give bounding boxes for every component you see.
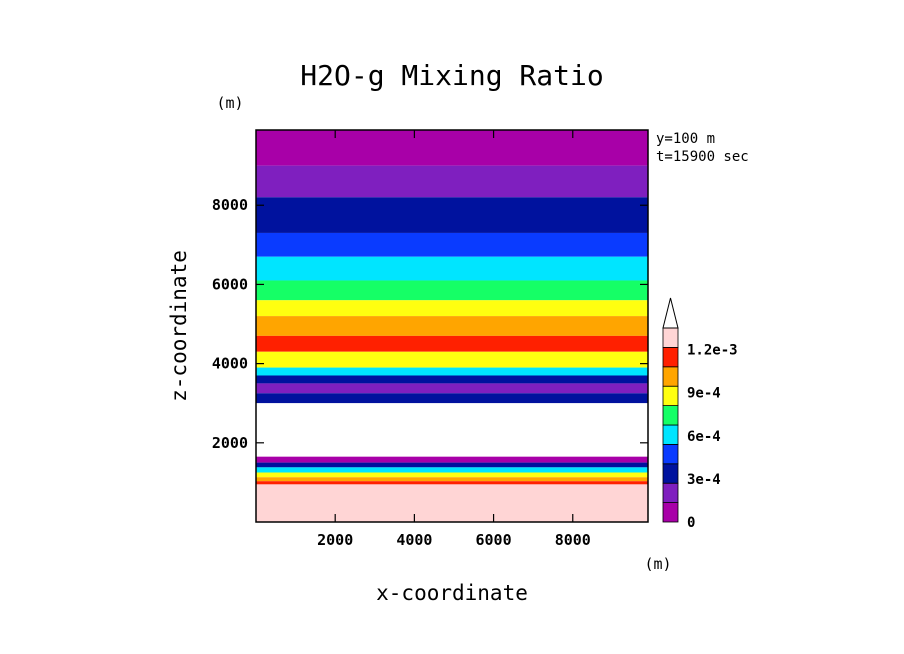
contour-band-13 (256, 393, 648, 404)
colorbar-overflow-arrow (662, 297, 679, 329)
contour-band-14 (256, 403, 648, 457)
contour-band-17 (256, 467, 648, 473)
contour-band-4 (256, 256, 648, 281)
contour-band-21 (256, 484, 648, 522)
x-axis-label: x-coordinate (376, 581, 528, 605)
contour-band-10 (256, 367, 648, 376)
contour-band-18 (256, 472, 648, 478)
y-tick-label-3: 8000 (212, 196, 248, 214)
colorbar: 0 3e-4 6e-4 9e-4 1.2e-3 (662, 297, 738, 531)
y-axis-ticks: 2000 4000 6000 8000 (212, 196, 648, 452)
contour-band-5 (256, 280, 648, 301)
contour-band-1 (256, 165, 648, 198)
x-unit-label: (m) (644, 555, 671, 573)
colorbar-segment-9 (662, 327, 679, 348)
colorbar-segment-5 (662, 405, 679, 426)
contour-band-12 (256, 383, 648, 394)
y-axis-label: z-coordinate (167, 250, 191, 402)
colorbar-segment-4 (662, 424, 679, 445)
colorbar-segment-6 (662, 385, 679, 407)
contour-band-3 (256, 232, 648, 257)
colorbar-tick-label-0: 0 (687, 515, 695, 531)
y-tick-label-2: 6000 (212, 275, 248, 293)
contour-band-9 (256, 351, 648, 368)
contour-band-6 (256, 300, 648, 317)
colorbar-segment-1 (662, 482, 679, 504)
contour-band-11 (256, 375, 648, 384)
colorbar-segment-0 (662, 502, 679, 523)
colorbar-segment-2 (662, 463, 679, 484)
x-tick-label-3: 8000 (555, 531, 591, 549)
annotation-y: y=100 m (656, 131, 715, 147)
annotation-t: t=15900 sec (656, 149, 749, 165)
x-tick-label-0: 2000 (317, 531, 353, 549)
chart-title: H2O-g Mixing Ratio (300, 59, 603, 92)
colorbar-tick-label-4: 1.2e-3 (687, 343, 738, 359)
contour-band-0 (256, 130, 648, 166)
contour-band-16 (256, 462, 648, 468)
colorbar-segment-3 (662, 443, 679, 465)
x-axis-ticks: 2000 4000 6000 8000 (317, 130, 591, 549)
contour-band-19 (256, 477, 648, 482)
y-tick-label-0: 2000 (212, 434, 248, 452)
contour-band-7 (256, 316, 648, 336)
contour-bands (256, 130, 648, 522)
colorbar-segment-7 (662, 366, 679, 387)
x-tick-label-1: 4000 (396, 531, 432, 549)
contour-band-15 (256, 456, 648, 463)
x-tick-label-2: 6000 (476, 531, 512, 549)
colorbar-tick-label-3: 9e-4 (687, 386, 721, 402)
contour-band-2 (256, 197, 648, 233)
colorbar-tick-label-1: 3e-4 (687, 472, 721, 488)
contour-band-20 (256, 481, 648, 485)
colorbar-segment-8 (662, 346, 679, 368)
y-unit-label: (m) (216, 94, 243, 112)
plot-frame (255, 129, 649, 523)
contour-band-8 (256, 335, 648, 352)
colorbar-tick-label-2: 6e-4 (687, 429, 721, 445)
y-tick-label-1: 4000 (212, 355, 248, 373)
